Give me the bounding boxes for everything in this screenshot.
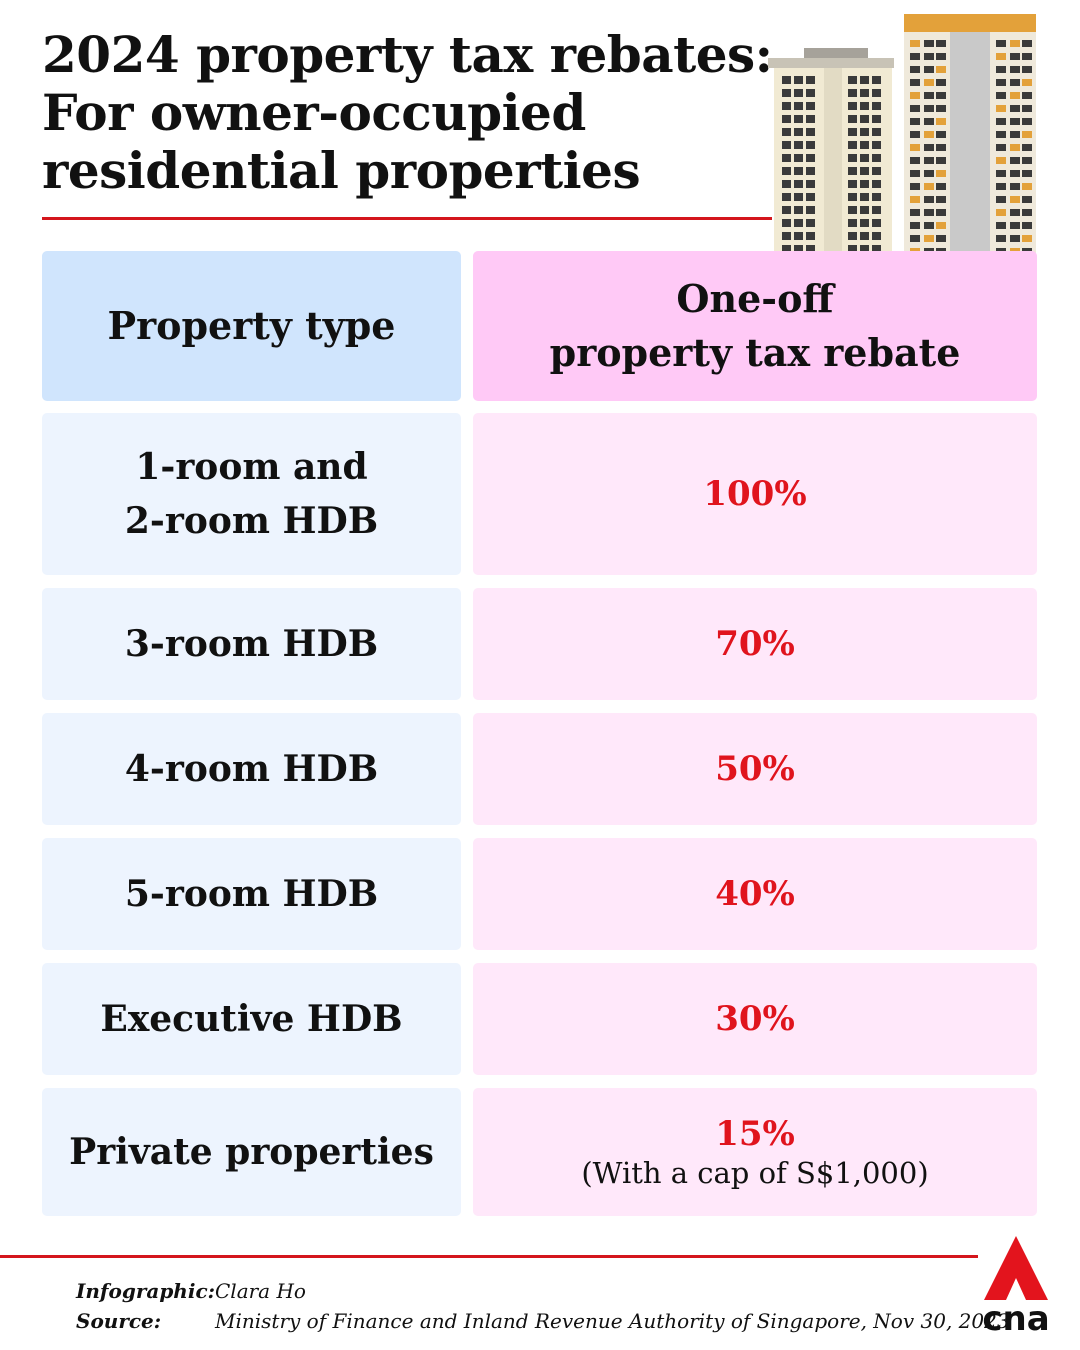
table-row-rebate-cell: 15% (With a cap of S$1,000)	[473, 1088, 1037, 1216]
footer-divider	[0, 1255, 978, 1258]
property-type-label: Private properties	[69, 1131, 434, 1173]
header-rebate: One-off property tax rebate	[473, 251, 1037, 401]
table-row-rebate-cell: 50%	[473, 713, 1037, 825]
hdb-buildings-illustration	[768, 14, 1036, 254]
rebate-value: 15%	[715, 1114, 795, 1154]
table-row-type-cell: 1-room and 2-room HDB	[42, 413, 461, 575]
table-row-rebate-cell: 100%	[473, 413, 1037, 575]
table-row-rebate-cell: 70%	[473, 588, 1037, 700]
table-row-type-cell: Private properties	[42, 1088, 461, 1216]
source-row: Source: Ministry of Finance and Inland R…	[76, 1306, 1010, 1336]
property-type-label: Executive HDB	[100, 998, 403, 1040]
title-divider	[42, 217, 772, 220]
table-row-type-cell: 4-room HDB	[42, 713, 461, 825]
footer-credits: Infographic: Clara Ho Source: Ministry o…	[76, 1276, 1010, 1336]
property-type-line: 2-room HDB	[124, 500, 379, 542]
header-property-type: Property type	[42, 251, 461, 401]
cna-logo-icon: cna	[982, 1236, 1050, 1334]
rebate-value: 30%	[715, 999, 795, 1039]
page-title: 2024 property tax rebates: For owner-occ…	[42, 25, 773, 200]
property-type-label: 1-room and 2-room HDB	[125, 440, 378, 548]
rebate-cap-note: (With a cap of S$1,000)	[581, 1156, 929, 1190]
header-rebate-line: property tax rebate	[549, 330, 961, 375]
infographic-credit: Clara Ho	[215, 1279, 306, 1303]
table-row-type-cell: 3-room HDB	[42, 588, 461, 700]
title-line: 2024 property tax rebates:	[42, 25, 773, 84]
header-rebate-line: One-off	[676, 276, 834, 321]
property-type-label: 3-room HDB	[124, 623, 379, 665]
source-label: Source:	[76, 1309, 162, 1333]
rebate-value: 40%	[715, 874, 795, 914]
property-type-line: 1-room and	[135, 446, 368, 488]
table-row-rebate-cell: 30%	[473, 963, 1037, 1075]
property-type-label: 4-room HDB	[124, 748, 379, 790]
title-line: For owner-occupied	[42, 83, 586, 142]
title-line: residential properties	[42, 141, 641, 200]
rebate-value: 50%	[715, 749, 795, 789]
table-row-type-cell: 5-room HDB	[42, 838, 461, 950]
table-row-type-cell: Executive HDB	[42, 963, 461, 1075]
header-property-type-label: Property type	[107, 303, 396, 348]
infographic-label: Infographic:	[76, 1279, 216, 1303]
header-rebate-label: One-off property tax rebate	[550, 272, 961, 380]
rebate-value: 70%	[715, 624, 795, 664]
logo-text: cna	[982, 1299, 1049, 1334]
table-row-rebate-cell: 40%	[473, 838, 1037, 950]
source-text: Ministry of Finance and Inland Revenue A…	[215, 1309, 1010, 1333]
credit-row: Infographic: Clara Ho	[76, 1276, 1010, 1306]
rebate-value: 100%	[703, 474, 807, 514]
property-type-label: 5-room HDB	[124, 873, 379, 915]
